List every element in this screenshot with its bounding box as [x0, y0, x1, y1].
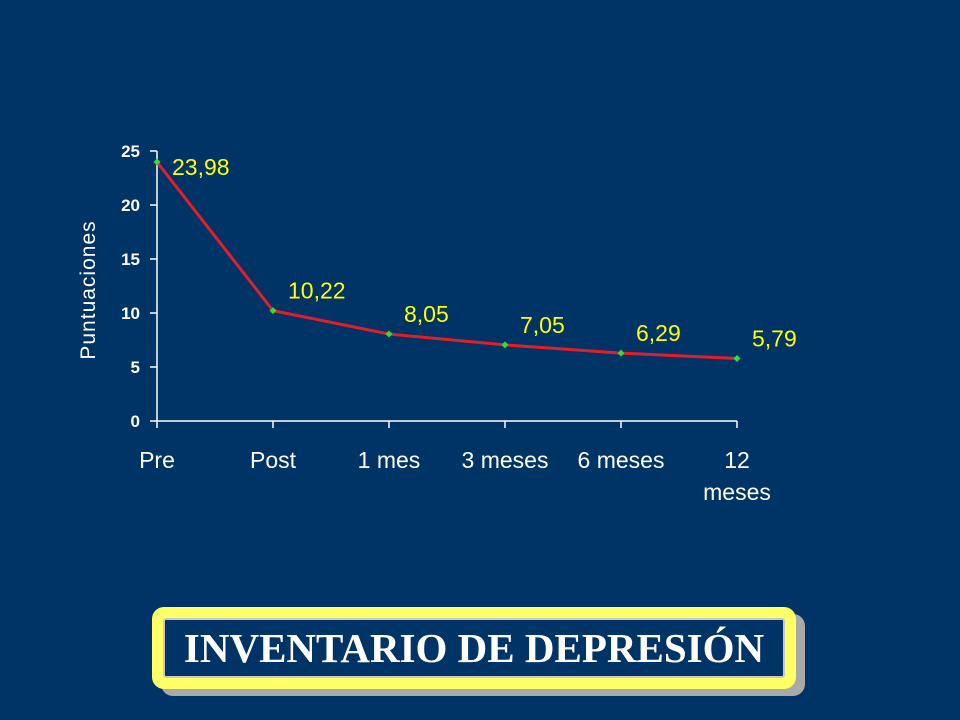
series-line-group — [153, 158, 741, 362]
data-point — [501, 341, 509, 349]
y-tick-label: 0 — [131, 412, 140, 431]
data-point — [733, 354, 741, 362]
title-frame: INVENTARIO DE DEPRESIÓN — [152, 607, 796, 689]
data-label: 6,29 — [636, 320, 681, 346]
series-line — [155, 161, 738, 360]
data-label: 8,05 — [404, 301, 449, 327]
x-tick-label: Pre — [139, 447, 175, 473]
data-label: 10,22 — [288, 278, 346, 304]
axes: 0 5 10 15 20 25 Pre Post 1 mes 3 meses 6 meses 12 me… — [121, 142, 771, 505]
y-axis-label: Puntuaciones — [77, 220, 100, 359]
data-labels-group: 23,98 10,22 8,05 7,05 6,29 5,79 — [172, 154, 797, 351]
x-tick-label: 12 meses — [703, 447, 771, 505]
y-tick-label: 20 — [121, 196, 140, 215]
y-tick-label: 10 — [121, 304, 140, 323]
data-point — [385, 330, 393, 338]
data-point — [617, 349, 625, 357]
data-label: 7,05 — [520, 312, 565, 338]
data-point — [153, 158, 161, 166]
data-point — [269, 307, 277, 315]
data-label: 5,79 — [752, 325, 797, 351]
y-tick-label: 15 — [121, 250, 140, 269]
x-tick-label: 3 meses — [462, 447, 549, 473]
y-tick-label: 25 — [121, 142, 140, 161]
data-label: 23,98 — [172, 154, 230, 180]
title-inner: INVENTARIO DE DEPRESIÓN — [163, 618, 785, 678]
slide-title: INVENTARIO DE DEPRESIÓN — [183, 625, 765, 671]
line-chart: Puntuaciones 0 5 10 15 20 25 Pre Post 1 mes 3 mes… — [77, 142, 797, 505]
x-tick-label: 1 mes — [358, 447, 421, 473]
x-tick-label: 6 meses — [578, 447, 665, 473]
x-tick-label: Post — [250, 447, 297, 473]
y-tick-label: 5 — [131, 358, 140, 377]
